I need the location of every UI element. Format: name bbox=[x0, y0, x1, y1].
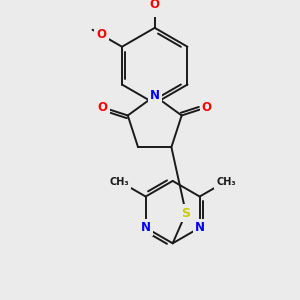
Text: CH₃: CH₃ bbox=[110, 177, 129, 188]
Text: N: N bbox=[150, 89, 160, 102]
Text: CH₃: CH₃ bbox=[216, 177, 236, 188]
Text: O: O bbox=[150, 0, 160, 11]
Text: O: O bbox=[98, 101, 108, 114]
Text: S: S bbox=[182, 207, 190, 220]
Text: N: N bbox=[141, 221, 151, 234]
Text: O: O bbox=[97, 28, 106, 41]
Text: O: O bbox=[202, 101, 212, 114]
Text: N: N bbox=[195, 221, 205, 234]
